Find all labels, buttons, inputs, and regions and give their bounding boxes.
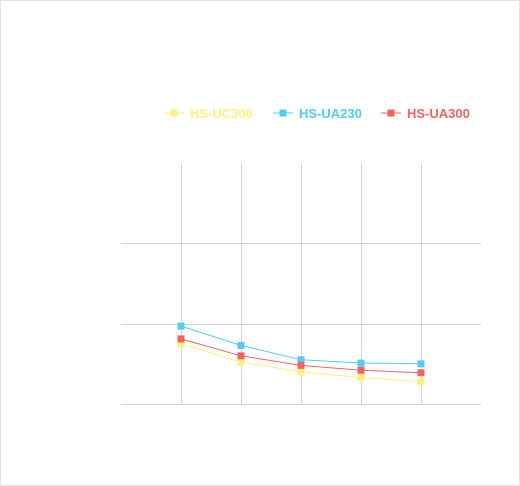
data-point-marker <box>417 378 425 385</box>
data-point-marker <box>357 366 365 374</box>
data-point-marker <box>237 352 245 360</box>
legend-marker-1 <box>279 109 287 117</box>
data-point-marker <box>417 369 425 377</box>
legend-marker-0 <box>170 109 178 117</box>
legend-marker-2 <box>387 109 395 117</box>
legend-label-0: HS-UC300 <box>190 106 253 121</box>
data-point-marker <box>297 368 305 376</box>
legend: HS-UC300 HS-UA230 HS-UA300 <box>164 106 470 121</box>
data-point-marker <box>177 322 185 330</box>
data-point-marker <box>297 356 305 364</box>
data-point-marker <box>357 359 365 367</box>
data-point-marker <box>177 340 185 348</box>
data-point-marker <box>177 335 185 343</box>
series-lines <box>177 322 425 385</box>
data-point-marker <box>297 361 305 369</box>
data-point-marker <box>357 374 365 381</box>
legend-label-2: HS-UA300 <box>407 106 470 121</box>
data-point-marker <box>237 358 245 366</box>
data-point-marker <box>417 360 425 368</box>
data-point-marker <box>237 341 245 349</box>
legend-label-1: HS-UA230 <box>299 106 362 121</box>
